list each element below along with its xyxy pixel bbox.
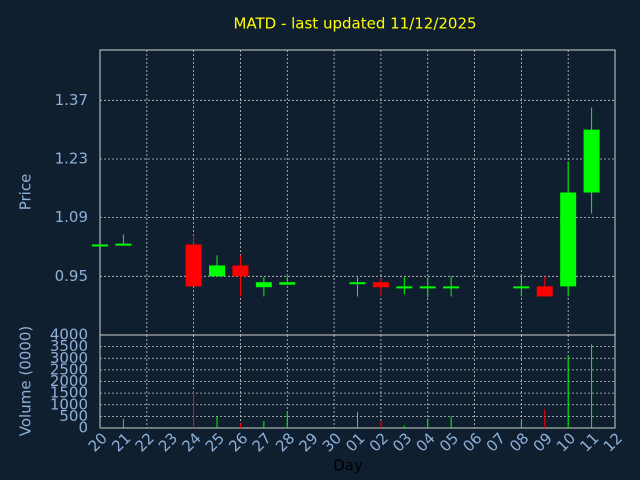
candle-body — [279, 282, 296, 285]
candle-body — [185, 244, 202, 287]
candle-body — [255, 282, 272, 288]
price-axis-label: Price — [17, 174, 35, 211]
volume-bar — [122, 418, 124, 428]
y-tick-label: 1.37 — [55, 91, 88, 109]
volume-bar — [544, 409, 546, 428]
candle-body — [419, 286, 436, 289]
y-tick-label: 2000 — [50, 372, 88, 390]
y-tick-label: 1.09 — [55, 208, 88, 226]
volume-bar — [427, 418, 429, 428]
y-tick-label: 3500 — [50, 337, 88, 355]
y-tick-label: 0.95 — [55, 267, 88, 285]
candle-body — [232, 265, 249, 277]
candle-body — [513, 286, 530, 289]
y-tick-label: 1000 — [50, 395, 88, 413]
y-tick-label: 4000 — [50, 326, 88, 344]
y-tick-label: 0 — [78, 419, 88, 437]
volume-bar — [403, 425, 405, 428]
y-tick-label: 2500 — [50, 360, 88, 378]
volume-axis-label: Volume (0000) — [17, 326, 35, 436]
volume-bar — [286, 411, 288, 428]
y-tick-label: 1.23 — [55, 149, 88, 167]
volume-bar — [239, 423, 241, 428]
volume-bar — [216, 416, 218, 428]
volume-bar — [380, 421, 382, 428]
chart-title: MATD - last updated 11/12/2025 — [233, 15, 476, 33]
volume-bar — [591, 344, 593, 428]
y-tick-label: 500 — [59, 407, 88, 425]
candle-body — [372, 282, 389, 288]
y-tick-label: 3000 — [50, 349, 88, 367]
volume-bar — [450, 416, 452, 428]
y-tick-label: 1500 — [50, 384, 88, 402]
volume-bar — [263, 421, 265, 428]
volume-bar — [520, 421, 522, 428]
x-axis-label: Day — [333, 457, 363, 475]
volume-bar — [567, 355, 569, 428]
candle-body — [396, 286, 413, 289]
volume-bar — [357, 411, 358, 428]
candle-body — [583, 129, 600, 193]
candle-body — [209, 265, 226, 277]
volume-bar — [193, 390, 195, 428]
candle-body — [115, 243, 132, 246]
candle-body — [92, 244, 108, 247]
candle-body — [349, 282, 366, 285]
candle-body — [536, 286, 553, 297]
candle-body — [443, 286, 460, 289]
candle-body — [560, 192, 577, 287]
volume-bar — [99, 426, 101, 428]
